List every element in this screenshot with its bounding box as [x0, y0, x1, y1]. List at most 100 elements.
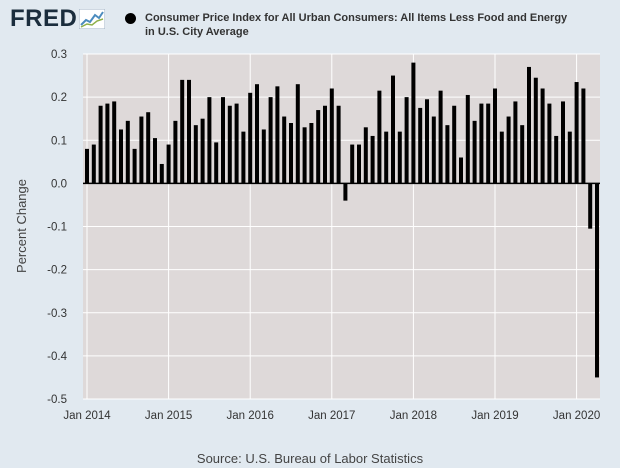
bar[interactable]	[370, 135, 375, 184]
bar[interactable]	[166, 144, 171, 184]
bar[interactable]	[248, 92, 253, 184]
bar[interactable]	[119, 129, 123, 184]
bar[interactable]	[567, 131, 572, 184]
bar[interactable]	[486, 103, 491, 184]
bar[interactable]	[384, 131, 389, 184]
bar[interactable]	[411, 62, 416, 184]
y-tick-label: -0.1	[47, 222, 67, 234]
bar[interactable]	[316, 110, 321, 184]
bar[interactable]	[561, 101, 565, 184]
bar[interactable]	[520, 125, 525, 184]
bar[interactable]	[404, 97, 409, 184]
bar[interactable]	[425, 99, 429, 184]
bar[interactable]	[438, 90, 443, 184]
bar[interactable]	[139, 116, 144, 184]
fred-logo[interactable]: FRED	[10, 5, 106, 32]
bar[interactable]	[241, 131, 246, 184]
bar[interactable]	[125, 120, 130, 184]
bar[interactable]	[343, 183, 348, 201]
bar[interactable]	[207, 97, 212, 184]
bar[interactable]	[377, 90, 382, 184]
bar[interactable]	[234, 103, 239, 184]
bar[interactable]	[350, 144, 355, 184]
bar[interactable]	[173, 120, 178, 184]
bar[interactable]	[540, 88, 545, 184]
bar[interactable]	[159, 163, 164, 184]
bar[interactable]	[574, 82, 579, 184]
bar[interactable]	[91, 144, 96, 184]
bar[interactable]	[187, 79, 191, 184]
bar[interactable]	[282, 116, 287, 184]
bar[interactable]	[357, 144, 361, 184]
bar[interactable]	[431, 116, 436, 184]
bar[interactable]	[112, 101, 117, 184]
bar[interactable]	[465, 94, 470, 184]
fred-logo-text: FRED	[10, 5, 78, 32]
bar[interactable]	[309, 123, 314, 184]
bar[interactable]	[459, 157, 463, 184]
bar[interactable]	[336, 105, 341, 184]
x-tick-label: Jan 2020	[553, 410, 600, 422]
bar[interactable]	[289, 123, 293, 184]
source-note: Source: U.S. Bureau of Labor Statistics	[196, 451, 424, 466]
bar[interactable]	[105, 103, 110, 184]
line-graph-icon	[79, 9, 106, 29]
bar[interactable]	[323, 105, 327, 184]
y-tick-label: 0.0	[51, 178, 67, 190]
bar[interactable]	[418, 107, 423, 184]
bar[interactable]	[588, 183, 593, 229]
bar[interactable]	[329, 88, 334, 184]
x-axis-ticks: Jan 2014 Jan 2015 Jan 2016 Jan 2017 Jan 2018…	[63, 410, 600, 422]
x-tick-label: Jan 2015	[145, 410, 192, 422]
x-tick-label: Jan 2014	[63, 410, 111, 422]
bar[interactable]	[302, 127, 307, 184]
legend-series-marker	[125, 13, 136, 24]
y-tick-label: -0.2	[47, 265, 67, 277]
y-axis-label: Percent Change	[14, 179, 29, 273]
bar[interactable]	[533, 77, 538, 184]
bar[interactable]	[180, 79, 185, 184]
legend-series-label: Consumer Price Index for All Urban Consu…	[145, 12, 568, 38]
bar[interactable]	[261, 129, 266, 184]
bar[interactable]	[146, 112, 151, 184]
bar[interactable]	[98, 105, 103, 184]
bar[interactable]	[547, 103, 552, 184]
bar[interactable]	[221, 97, 225, 184]
y-axis-ticks: 0.3 0.2 0.1 0.0 -0.1 -0.2 -0.3 -0.4 -0.5	[47, 49, 67, 406]
bar[interactable]	[595, 183, 599, 378]
bar[interactable]	[227, 105, 232, 184]
bar[interactable]	[452, 105, 457, 184]
bar[interactable]	[391, 75, 395, 184]
bar[interactable]	[472, 120, 477, 184]
x-tick-label: Jan 2019	[471, 410, 518, 422]
bar[interactable]	[445, 125, 450, 184]
bar[interactable]	[554, 135, 559, 184]
bar[interactable]	[581, 88, 586, 184]
bar[interactable]	[193, 125, 198, 184]
bar[interactable]	[513, 101, 518, 184]
bar[interactable]	[275, 86, 280, 184]
bar[interactable]	[479, 103, 484, 184]
bar[interactable]	[268, 97, 273, 184]
bar[interactable]	[363, 127, 368, 184]
x-tick-label: Jan 2016	[227, 410, 274, 422]
y-tick-label: -0.3	[47, 308, 67, 320]
bar[interactable]	[132, 148, 137, 184]
bar[interactable]	[527, 66, 531, 184]
bar[interactable]	[214, 142, 219, 184]
bar[interactable]	[200, 118, 205, 184]
y-tick-label: 0.1	[51, 135, 67, 147]
bar[interactable]	[499, 131, 504, 184]
bar[interactable]	[397, 131, 402, 184]
x-tick-label: Jan 2018	[390, 410, 437, 422]
bar[interactable]	[255, 84, 259, 184]
bar[interactable]	[295, 84, 300, 184]
bar[interactable]	[506, 116, 511, 184]
chart-header: FRED Consumer Price Index for All Urban …	[0, 0, 620, 44]
bar[interactable]	[153, 138, 157, 184]
bar[interactable]	[493, 88, 497, 184]
y-tick-label: -0.5	[47, 394, 67, 406]
bar[interactable]	[85, 148, 89, 184]
x-tick-label: Jan 2017	[308, 410, 355, 422]
